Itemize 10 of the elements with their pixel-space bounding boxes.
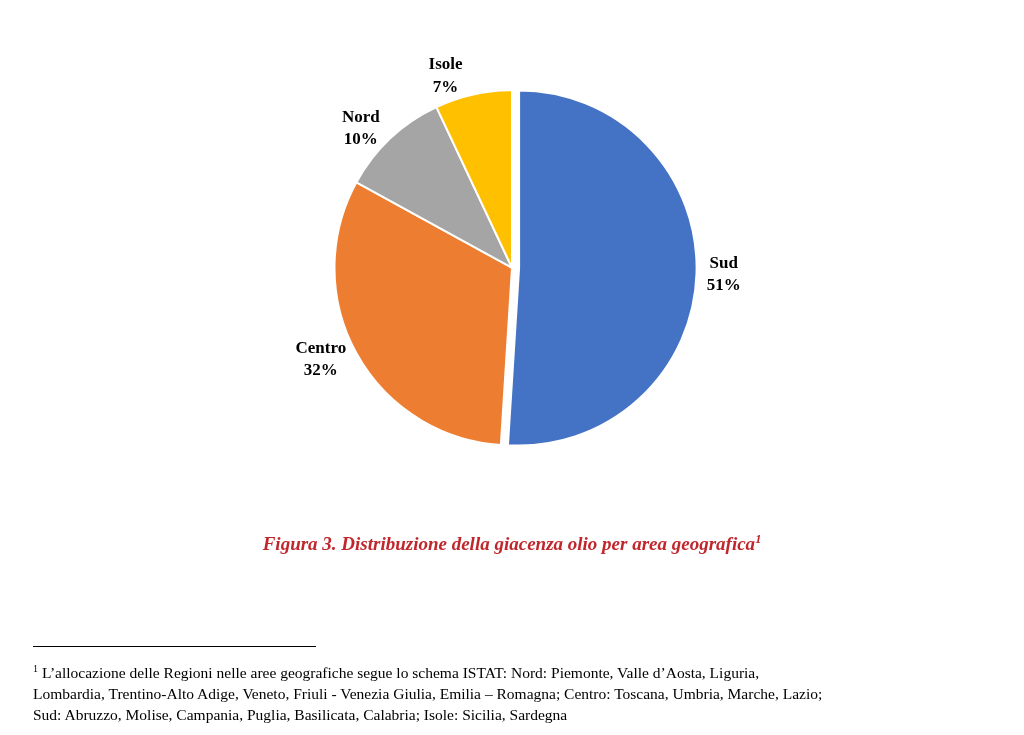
text: $^{1}$ L’allocazione delle Regioni nelle aree geografiche segue lo schema ISTAT: Nord: Piemonte, Valle d’Aosta, Liguria, Lombardia, Trentino-Alto Adige, Veneto, Friuli - Venezia Giulia, Emilia – Romagna; Centro: Toscana, Umbria, Marche, Lazio; Sud: Abruzzo, Molise, Campania, Puglia, Basilicata, Calabria; Isole: Sicilia, Sardegna <box>33 662 824 726</box>
data-label: 32% <box>303 359 338 379</box>
data-label: 10% <box>343 129 378 149</box>
slice-label: Nord <box>341 106 381 126</box>
text: Figura 3. Distribuzione della giacenza olio per area geografica$^{1}$ <box>261 532 763 556</box>
data-label: 7% <box>432 76 459 96</box>
data-label: 51% <box>706 275 741 295</box>
slice-label: Sud <box>709 253 739 273</box>
slice-label: Isole <box>428 54 463 74</box>
slice-label: Centro <box>295 337 347 357</box>
